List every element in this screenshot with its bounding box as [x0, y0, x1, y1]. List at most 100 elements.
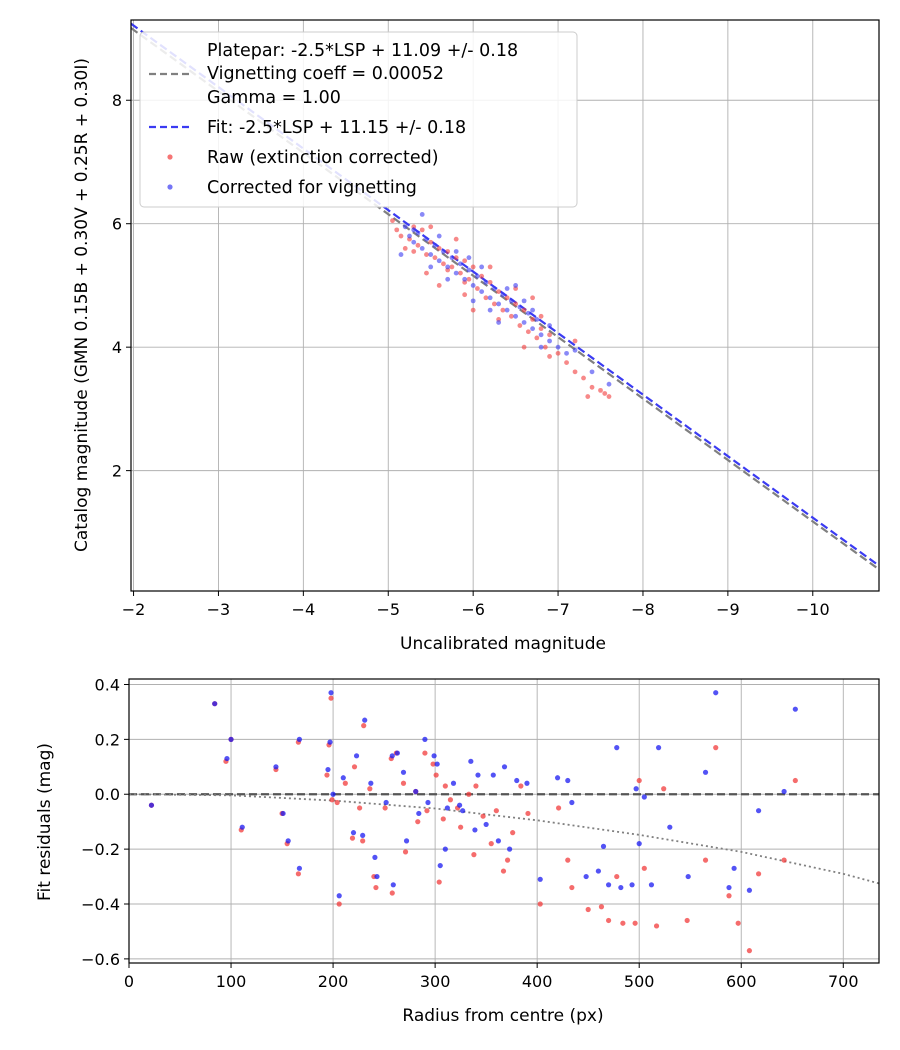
raw-point — [419, 227, 425, 233]
bottom-scatter-points — [148, 690, 798, 954]
raw-point — [605, 917, 612, 924]
corrected-point — [606, 381, 612, 387]
raw-point — [569, 884, 575, 891]
raw-point — [620, 920, 626, 926]
corrected-point — [572, 347, 578, 353]
corrected-point — [470, 298, 476, 304]
corrected-point — [296, 736, 303, 742]
x-tick-label: 700 — [828, 972, 859, 991]
corrected-point — [517, 304, 523, 310]
corrected-point — [600, 843, 607, 849]
corrected-point — [614, 744, 620, 751]
corrected-point — [547, 338, 552, 344]
corrected-point — [415, 230, 421, 236]
legend-entry-vignetting: Vignetting coeff = 0.00052 — [207, 64, 444, 84]
y-tick-label: −0.6 — [81, 950, 120, 969]
corrected-point — [781, 788, 787, 795]
raw-point — [493, 808, 499, 814]
raw-point — [684, 917, 690, 924]
raw-point — [424, 808, 430, 814]
corrected-point — [605, 882, 612, 888]
corrected-point — [383, 799, 389, 806]
corrected-point — [442, 846, 448, 852]
raw-point — [400, 780, 407, 786]
corrected-point — [362, 717, 368, 723]
x-tick-label: −5 — [376, 600, 400, 619]
raw-point — [517, 323, 523, 328]
raw-point — [415, 242, 421, 248]
corrected-point — [374, 873, 380, 880]
corrected-point — [148, 802, 155, 808]
corrected-point — [422, 736, 428, 742]
corrected-point — [441, 249, 446, 254]
raw-point — [432, 255, 438, 261]
corrected-point — [413, 788, 419, 795]
corrected-point — [472, 827, 478, 833]
corrected-point — [534, 316, 540, 322]
corrected-point — [496, 320, 502, 325]
corrected-point — [228, 736, 234, 742]
x-tick-label: 600 — [726, 972, 757, 991]
raw-point — [530, 316, 535, 322]
corrected-point — [538, 344, 544, 350]
corrected-point — [445, 276, 451, 282]
raw-point — [585, 394, 591, 399]
raw-point — [653, 923, 660, 929]
corrected-point — [453, 249, 459, 254]
raw-point — [521, 344, 527, 350]
raw-point — [336, 901, 342, 907]
raw-point — [475, 286, 480, 291]
raw-point — [453, 236, 459, 242]
raw-point — [525, 810, 531, 817]
top-ticks: −2 −3 −4 −5 −6 −7 −8 −9 −10 2 4 6 8 — [112, 91, 830, 619]
corrected-point — [353, 753, 360, 759]
raw-point — [641, 865, 647, 871]
raw-point — [755, 871, 762, 877]
corrected-point — [547, 323, 552, 328]
corrected-point — [425, 799, 431, 806]
raw-point — [547, 332, 552, 338]
bottom-y-axis-label: Fit residuals (mag) — [35, 743, 55, 901]
raw-point — [487, 264, 493, 270]
raw-point — [602, 391, 608, 396]
raw-point — [357, 805, 363, 811]
raw-point — [449, 264, 455, 270]
corrected-point — [411, 227, 417, 233]
raw-point — [488, 841, 494, 847]
raw-point — [453, 255, 459, 261]
raw-point — [411, 249, 417, 254]
raw-point — [471, 852, 477, 858]
raw-point — [661, 786, 667, 792]
raw-point — [510, 830, 516, 836]
raw-point — [466, 276, 472, 282]
legend-raw-dot-swatch — [167, 154, 173, 160]
corrected-point — [521, 320, 527, 325]
raw-point — [349, 835, 356, 841]
raw-point — [483, 295, 489, 301]
corrected-point — [491, 286, 497, 291]
raw-point — [402, 849, 409, 855]
raw-point — [328, 695, 334, 701]
corrected-point — [530, 326, 535, 332]
raw-point — [324, 772, 330, 778]
raw-point — [462, 292, 468, 298]
corrected-point — [501, 764, 508, 770]
corrected-point — [239, 824, 245, 830]
corrected-point — [273, 764, 279, 770]
corrected-point — [565, 777, 571, 784]
corrected-point — [416, 810, 422, 817]
legend-box — [139, 31, 578, 208]
corrected-point — [633, 786, 639, 792]
top-plot: −2 −3 −4 −5 −6 −7 −8 −9 −10 2 4 6 8 Uncalibrated mag… — [72, 19, 880, 654]
corrected-point — [445, 264, 451, 270]
raw-point — [394, 227, 400, 233]
corrected-point — [507, 846, 513, 852]
corrected-point — [419, 246, 425, 251]
raw-point — [726, 893, 732, 899]
corrected-point — [390, 882, 396, 888]
top-x-axis-label: Uncalibrated magnitude — [400, 634, 606, 654]
corrected-point — [513, 313, 519, 319]
corrected-point — [325, 766, 331, 773]
raw-point — [390, 218, 395, 224]
corrected-point — [487, 295, 493, 301]
